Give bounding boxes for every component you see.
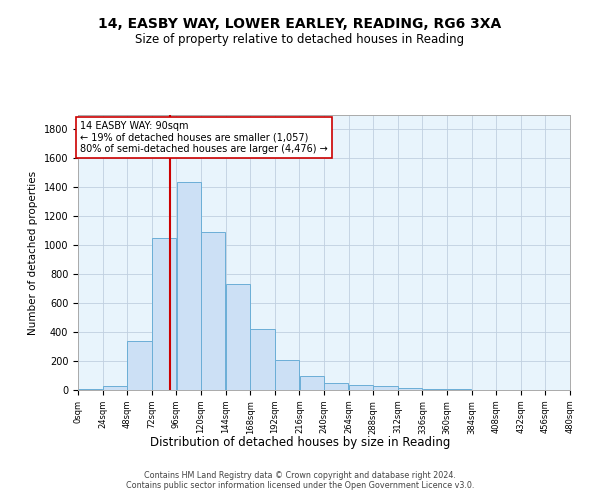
- Bar: [103, 386, 127, 390]
- Text: Distribution of detached houses by size in Reading: Distribution of detached houses by size …: [150, 436, 450, 449]
- Bar: [201, 232, 226, 390]
- Bar: [324, 383, 349, 390]
- Bar: [127, 341, 152, 390]
- Text: 14, EASBY WAY, LOWER EARLEY, READING, RG6 3XA: 14, EASBY WAY, LOWER EARLEY, READING, RG…: [98, 18, 502, 32]
- Bar: [152, 238, 176, 390]
- Bar: [176, 182, 201, 390]
- Bar: [349, 385, 373, 390]
- Y-axis label: Number of detached properties: Number of detached properties: [28, 170, 38, 334]
- Bar: [299, 376, 324, 390]
- Text: 14 EASBY WAY: 90sqm
← 19% of detached houses are smaller (1,057)
80% of semi-det: 14 EASBY WAY: 90sqm ← 19% of detached ho…: [80, 121, 328, 154]
- Bar: [398, 388, 422, 390]
- Bar: [373, 386, 398, 390]
- Bar: [275, 360, 299, 390]
- Text: Contains HM Land Registry data © Crown copyright and database right 2024.
Contai: Contains HM Land Registry data © Crown c…: [126, 470, 474, 490]
- Bar: [422, 388, 447, 390]
- Bar: [250, 329, 275, 390]
- Text: Size of property relative to detached houses in Reading: Size of property relative to detached ho…: [136, 32, 464, 46]
- Bar: [226, 284, 250, 390]
